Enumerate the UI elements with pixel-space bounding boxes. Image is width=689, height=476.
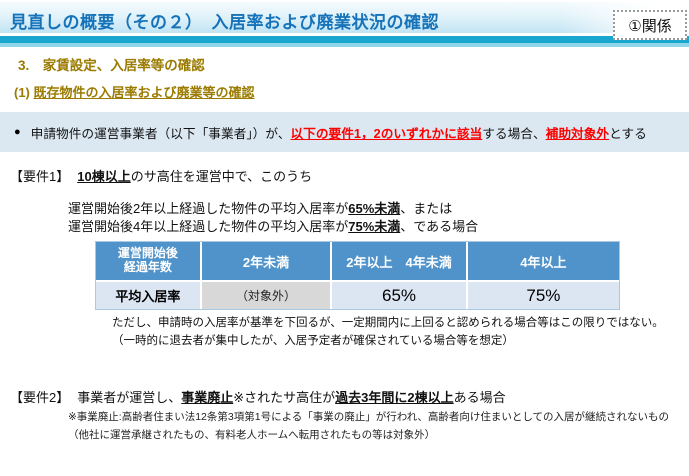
proviso-note-1: ただし、申請時の入居率が基準を下回るが、一定期間内に上回ると認められる場合等はこ… (112, 317, 664, 329)
table-header-over4: 4年以上 (467, 242, 619, 280)
condition-4yr-threshold: 75%未満 (348, 219, 401, 234)
requirement1-text: のサ高住を運営中で、このうち (130, 169, 313, 184)
summary-highlight-exclusion: 補助対象外 (545, 126, 610, 141)
requirement1-threshold: 10棟以上 (77, 169, 131, 184)
summary-segment: とする (609, 126, 647, 141)
summary-highlight-conditions: 以下の要件1，2のいずれかに該当 (290, 126, 483, 141)
summary-segment: する場合、 (482, 126, 546, 141)
condition-4yr-suffix: 、である場合 (400, 219, 479, 234)
subsection-heading: (1) 既存物件の入居率および廃業等の確認 (14, 82, 255, 101)
relation-badge: ①関係 (613, 10, 687, 40)
table-cell-75: 75% (467, 282, 619, 309)
footnote-1: ※事業廃止:高齢者住まい法12条第3項第1号による「事業の廃止」が行われ、高齢者… (68, 411, 670, 423)
requirement2-count: 過去3年間に2棟以上 (335, 390, 454, 405)
header-stripe-cyan (0, 36, 689, 43)
requirement-summary-box: ● 申請物件の運営事業者（以下「事業者」）が、以下の要件1，2のいずれかに該当す… (0, 112, 689, 152)
condition-line-4yr: 運営開始後4年以上経過した物件の平均入居率が75%未満、である場合 (68, 216, 478, 235)
requirement2-text-a: 事業者が運営し、 (77, 390, 182, 405)
page-title: 見直しの概要（その２） 入居率および廃業状況の確認 (10, 13, 439, 32)
requirement2-label: 【要件2】 (10, 390, 70, 405)
requirement2-text-c: ある場合 (453, 390, 506, 405)
condition-2yr-threshold: 65%未満 (348, 201, 401, 216)
condition-2yr-text: 運営開始後2年以上経過した物件の平均入居率が (68, 201, 349, 216)
requirement1-label: 【要件1】 (10, 169, 70, 184)
requirement1-line: 【要件1】 10棟以上のサ高住を運営中で、このうち (10, 166, 312, 185)
occupancy-table: 運営開始後 経過年数 2年未満 2年以上 4年未満 4年以上 平均入居率 （対象… (95, 241, 620, 310)
requirement-summary-text: 申請物件の運営事業者（以下「事業者」）が、以下の要件1，2のいずれかに該当する場… (31, 123, 647, 142)
table-cell-excluded: （対象外） (201, 282, 331, 309)
proviso-note-2: （一時的に退去者が集中したが、入居予定者が確保されている場合等を想定） (112, 335, 514, 347)
table-cell-65: 65% (332, 282, 466, 309)
requirement2-text-b: ※されたサ高住が (233, 390, 336, 405)
subsection-number: (1) (14, 85, 34, 100)
condition-line-2yr: 運営開始後2年以上経過した物件の平均入居率が65%未満、または (68, 198, 452, 217)
summary-segment: 申請物件の運営事業者（以下「事業者」）が、 (30, 126, 291, 141)
table-row-label: 平均入居率 (96, 282, 200, 309)
bullet-icon: ● (14, 126, 21, 138)
table-header-under2: 2年未満 (201, 242, 331, 280)
requirement2-line: 【要件2】 事業者が運営し、事業廃止※されたサ高住が過去3年間に2棟以上ある場合 (10, 387, 506, 406)
subsection-title: 既存物件の入居率および廃業等の確認 (33, 85, 255, 100)
footnote-2: （他社に運営承継されたもの、有料老人ホームへ転用されたもの等は対象外） (68, 429, 436, 441)
table-header-2to4: 2年以上 4年未満 (332, 242, 466, 280)
requirement2-closure: 事業廃止 (181, 390, 234, 405)
table-header-years: 運営開始後 経過年数 (96, 242, 200, 280)
condition-4yr-text: 運営開始後4年以上経過した物件の平均入居率が (68, 219, 349, 234)
section-heading: 3. 家賃設定、入居率等の確認 (18, 58, 205, 73)
header-stripe-light (0, 43, 689, 47)
condition-2yr-suffix: 、または (400, 201, 453, 216)
